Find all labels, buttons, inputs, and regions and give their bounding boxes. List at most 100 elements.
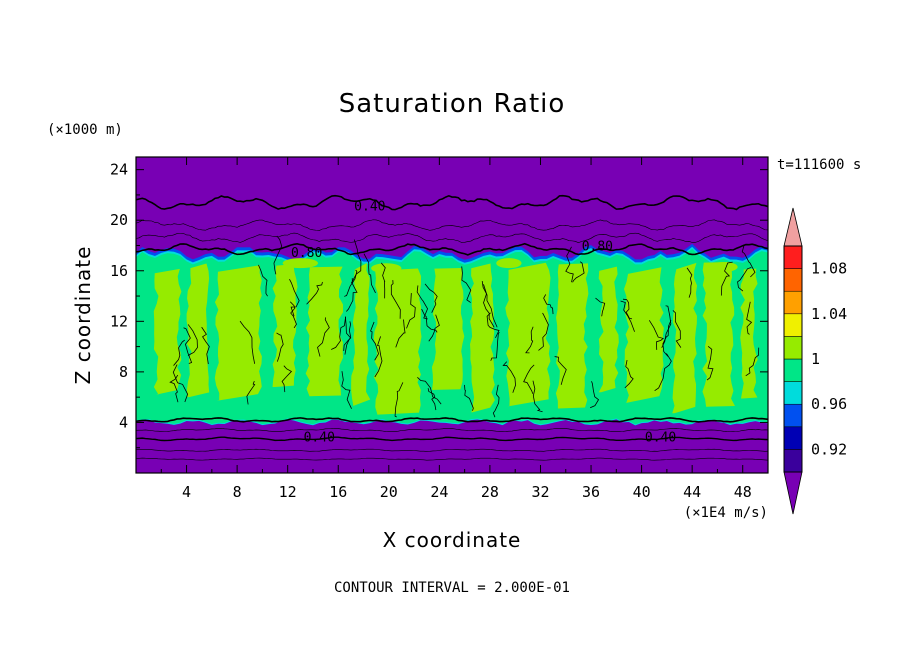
supersaturated-column (740, 268, 758, 399)
contour-line (390, 280, 401, 319)
x-tick-label: 44 (683, 483, 701, 501)
contour-line (661, 305, 672, 348)
contour-line (523, 364, 535, 394)
contour-line (370, 321, 379, 361)
supersaturated-column (555, 263, 589, 409)
colorbar-swatch (783, 313, 803, 337)
contour-line (395, 319, 406, 348)
colorbar-frame (783, 245, 803, 473)
contour-line (654, 353, 672, 392)
chart-title: Saturation Ratio (339, 89, 566, 119)
y-tick-label: 20 (110, 211, 128, 229)
contour-line (543, 294, 554, 315)
y-axis-title: Z coordinate (71, 246, 95, 385)
supersaturated-column (351, 262, 371, 406)
contour-line (461, 266, 472, 303)
supersaturated-column (214, 265, 262, 401)
contour-line (427, 388, 437, 411)
contour-line (417, 377, 442, 405)
colorbar-swatch (783, 358, 803, 382)
contour-line-0.80-lower (135, 417, 769, 423)
contour-line (169, 374, 179, 403)
contour-line (344, 321, 352, 355)
contour-line (289, 301, 297, 329)
supersaturated-column (153, 268, 182, 395)
colorbar-label: 1.08 (811, 260, 847, 278)
colorbar-over-arrow (783, 207, 803, 247)
contour-line (662, 320, 672, 357)
contour-interval-label: CONTOUR INTERVAL = 2.000E-01 (334, 580, 570, 596)
contour-line (745, 347, 760, 377)
contour-line (554, 356, 567, 385)
contour-line (341, 371, 352, 409)
y-tick-label: 16 (110, 262, 128, 280)
x-axis-title: X coordinate (383, 528, 522, 552)
x-tick-label: 32 (531, 483, 549, 501)
time-label: t=111600 s (777, 157, 861, 173)
contour-line (538, 312, 549, 351)
supersaturated-column (505, 262, 551, 407)
contour-line-0.80-upper (135, 242, 769, 256)
contour-line (648, 320, 664, 350)
colorbar-label: 0.96 (811, 395, 847, 413)
colorbar-swatch (783, 268, 803, 292)
contour-line (624, 360, 634, 389)
colorbar-swatch (783, 336, 803, 360)
contour-line (502, 361, 516, 393)
contour-line (595, 297, 606, 317)
contour-line (135, 232, 769, 243)
colorbar-label: 1.04 (811, 305, 847, 323)
contour-line (492, 384, 500, 418)
contour-line (344, 269, 358, 297)
contour-line (572, 261, 585, 283)
colorbar-swatch (783, 403, 803, 428)
supersaturated-column (469, 263, 495, 413)
x-tick-label: 48 (734, 483, 752, 501)
supersaturated-blob (371, 263, 402, 274)
contour-line-0.40-upper (135, 194, 769, 211)
supersaturated-blob (496, 258, 522, 269)
contour-line (343, 316, 352, 351)
supersaturated-column (672, 262, 698, 414)
contour-line (741, 244, 756, 278)
x-tick-label: 24 (430, 483, 448, 501)
contour-line (394, 382, 404, 418)
contour-line (622, 298, 633, 320)
colorbar-swatch (783, 381, 803, 405)
contour-line (331, 316, 347, 350)
y-axis-ticks: 4 8 12 16 20 24 (110, 161, 768, 449)
contour-line (490, 332, 500, 361)
x-units-label: (×1E4 m/s) (684, 505, 768, 521)
x-tick-label: 36 (582, 483, 600, 501)
contour-line (306, 281, 323, 305)
contour-line-0.40-lower (135, 436, 769, 442)
contour-line (525, 326, 534, 354)
contour-line (187, 324, 198, 357)
contour-line (686, 267, 693, 298)
contour-line (464, 384, 474, 411)
contour-line (246, 381, 256, 405)
colorbar: 0.92 0.96 1 1.04 1.08 (783, 207, 847, 515)
contour-line (737, 267, 752, 292)
x-tick-label: 28 (481, 483, 499, 501)
contour-line (428, 314, 440, 342)
contour-line (201, 326, 210, 365)
contour-labels: 0.40 0.80 0.80 0.40 0.40 (291, 199, 676, 445)
contour-line (258, 264, 268, 297)
supersaturated-column (702, 261, 735, 407)
contour-line (565, 246, 574, 283)
x-tick-label: 8 (233, 483, 242, 501)
contour-line (363, 253, 376, 294)
y-tick-label: 12 (110, 312, 128, 330)
contour-line (289, 279, 300, 317)
contour-line (239, 320, 256, 364)
contour-line (135, 428, 769, 433)
contour-line (374, 336, 383, 378)
contour-line (746, 301, 753, 335)
x-tick-label: 40 (633, 483, 651, 501)
x-tick-label: 12 (279, 483, 297, 501)
supersaturated-column (623, 267, 664, 403)
y-tick-label: 4 (119, 413, 128, 431)
contour-line (589, 381, 600, 409)
contour-label: 0.80 (582, 240, 613, 255)
